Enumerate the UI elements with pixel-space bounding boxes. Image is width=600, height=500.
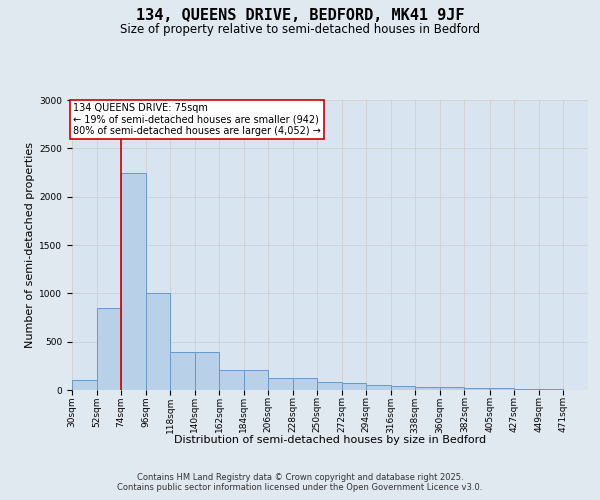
Bar bbox=[514, 389, 539, 390]
Bar bbox=[539, 389, 563, 390]
Text: Contains HM Land Registry data © Crown copyright and database right 2025.
Contai: Contains HM Land Registry data © Crown c… bbox=[118, 473, 482, 492]
Bar bbox=[464, 388, 489, 390]
Bar bbox=[391, 386, 415, 390]
Bar bbox=[490, 388, 514, 390]
Bar bbox=[72, 380, 97, 390]
Bar bbox=[121, 172, 146, 390]
Bar bbox=[293, 378, 317, 390]
Bar bbox=[317, 382, 342, 390]
Bar bbox=[170, 352, 194, 390]
Bar bbox=[268, 378, 293, 390]
Text: 134 QUEENS DRIVE: 75sqm
← 19% of semi-detached houses are smaller (942)
80% of s: 134 QUEENS DRIVE: 75sqm ← 19% of semi-de… bbox=[73, 103, 321, 136]
Bar bbox=[366, 384, 391, 390]
Y-axis label: Number of semi-detached properties: Number of semi-detached properties bbox=[25, 142, 35, 348]
X-axis label: Distribution of semi-detached houses by size in Bedford: Distribution of semi-detached houses by … bbox=[174, 436, 486, 446]
Bar bbox=[219, 370, 244, 390]
Bar bbox=[342, 383, 366, 390]
Text: 134, QUEENS DRIVE, BEDFORD, MK41 9JF: 134, QUEENS DRIVE, BEDFORD, MK41 9JF bbox=[136, 8, 464, 22]
Bar bbox=[194, 352, 219, 390]
Bar bbox=[415, 386, 440, 390]
Text: Size of property relative to semi-detached houses in Bedford: Size of property relative to semi-detach… bbox=[120, 22, 480, 36]
Bar bbox=[440, 387, 464, 390]
Bar bbox=[97, 308, 121, 390]
Bar bbox=[146, 294, 170, 390]
Bar bbox=[244, 370, 268, 390]
